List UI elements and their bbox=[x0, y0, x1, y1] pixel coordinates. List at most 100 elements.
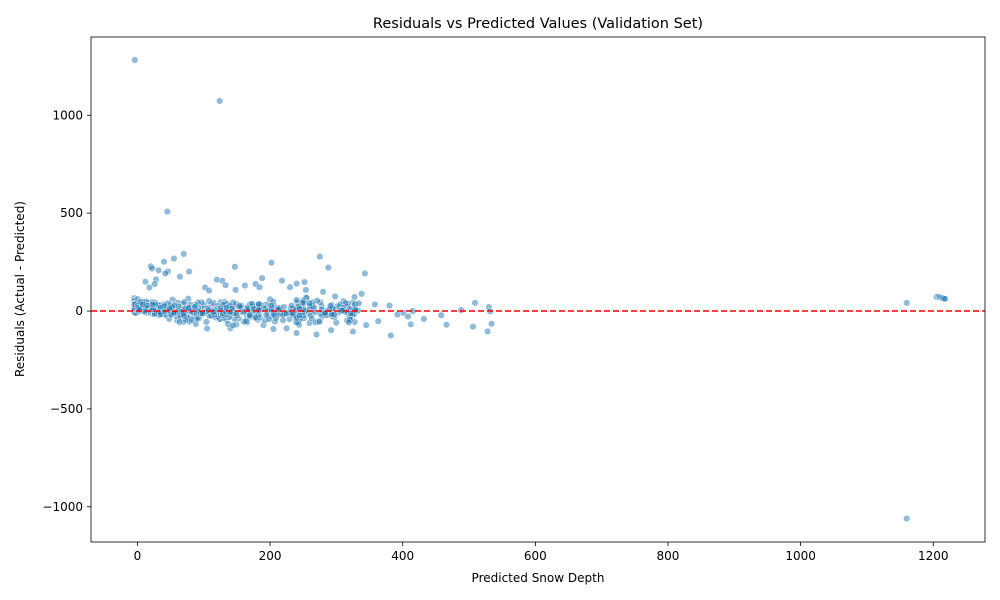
scatter-point bbox=[316, 253, 324, 261]
y-axis-ticks: −1000 −500 0 500 1000 bbox=[42, 108, 91, 514]
scatter-point bbox=[361, 269, 369, 277]
scatter-point bbox=[198, 309, 207, 318]
scatter-point bbox=[255, 283, 264, 291]
scatter-point bbox=[331, 292, 339, 300]
scatter-point bbox=[155, 266, 163, 274]
scatter-point bbox=[471, 299, 479, 307]
scatter-point bbox=[210, 308, 218, 316]
scatter-point bbox=[240, 308, 248, 316]
scatter-point bbox=[301, 278, 309, 286]
scatter-point bbox=[420, 315, 428, 323]
chart-title: Residuals vs Predicted Values (Validatio… bbox=[373, 16, 703, 32]
scatter-point bbox=[286, 283, 294, 291]
scatter-point bbox=[313, 297, 321, 305]
scatter-point bbox=[160, 258, 168, 266]
scatter-point bbox=[279, 316, 287, 324]
scatter-point bbox=[222, 281, 230, 289]
x-tick-label: 200 bbox=[259, 549, 282, 563]
x-axis-ticks: 0 200 400 600 800 1000 1200 bbox=[134, 542, 949, 563]
scatter-point bbox=[327, 326, 335, 334]
scatter-point bbox=[941, 295, 949, 303]
scatter-point bbox=[280, 303, 288, 311]
scatter-point bbox=[269, 325, 277, 333]
scatter-point bbox=[442, 321, 451, 329]
scatter-point bbox=[216, 97, 224, 105]
y-tick-label: 500 bbox=[60, 206, 83, 220]
scatter-point bbox=[166, 304, 174, 312]
scatter-point bbox=[407, 320, 415, 328]
scatter-point bbox=[163, 208, 171, 216]
scatter-point bbox=[903, 299, 911, 307]
x-axis-label: Predicted Snow Depth bbox=[472, 571, 605, 585]
scatter-point bbox=[387, 331, 395, 340]
scatter-point bbox=[484, 327, 492, 335]
x-tick-label: 0 bbox=[134, 549, 142, 563]
scatter-point bbox=[385, 302, 393, 310]
scatter-point bbox=[324, 264, 332, 272]
scatter-point bbox=[319, 288, 327, 296]
scatter-point bbox=[350, 293, 359, 301]
scatter-point bbox=[131, 56, 139, 64]
scatter-point bbox=[191, 303, 199, 311]
scatter-point bbox=[229, 321, 237, 329]
scatter-point bbox=[349, 328, 357, 336]
scatter-point bbox=[469, 323, 477, 331]
scatter-point bbox=[231, 263, 239, 271]
scatter-point bbox=[345, 318, 353, 326]
scatter-point bbox=[156, 304, 164, 312]
scatter-point bbox=[457, 306, 465, 314]
scatter-point bbox=[161, 269, 169, 277]
scatter-point bbox=[298, 299, 306, 307]
scatter-point bbox=[393, 311, 401, 319]
scatter-point bbox=[306, 299, 314, 307]
scatter-point bbox=[293, 280, 301, 288]
y-tick-label: −500 bbox=[50, 402, 83, 416]
scatter-point bbox=[283, 324, 291, 332]
scatter-point bbox=[437, 311, 445, 319]
scatter-point bbox=[488, 320, 496, 328]
scatter-point bbox=[180, 298, 188, 306]
scatter-point bbox=[371, 300, 379, 308]
scatter-point bbox=[185, 267, 193, 276]
y-tick-label: −1000 bbox=[42, 500, 83, 514]
scatter-point bbox=[374, 317, 382, 325]
scatter-point bbox=[278, 277, 286, 285]
scatter-point bbox=[362, 321, 370, 329]
scatter-point bbox=[258, 274, 266, 282]
x-tick-label: 600 bbox=[524, 549, 547, 563]
scatter-point bbox=[302, 286, 310, 294]
scatter-point bbox=[203, 325, 211, 333]
x-tick-label: 800 bbox=[657, 549, 680, 563]
scatter-point bbox=[151, 280, 159, 288]
scatter-point bbox=[358, 290, 366, 298]
scatter-point bbox=[242, 317, 250, 325]
scatter-point bbox=[170, 255, 178, 263]
scatter-points bbox=[130, 56, 949, 523]
scatter-point bbox=[355, 299, 363, 307]
scatter-point bbox=[176, 273, 184, 281]
scatter-point bbox=[205, 286, 213, 295]
scatter-point bbox=[267, 302, 275, 310]
y-tick-label: 0 bbox=[75, 304, 83, 318]
scatter-point bbox=[176, 318, 184, 326]
x-tick-label: 400 bbox=[391, 549, 414, 563]
scatter-point bbox=[326, 302, 334, 310]
scatter-point bbox=[180, 250, 188, 258]
scatter-point bbox=[315, 318, 324, 326]
y-tick-label: 1000 bbox=[52, 108, 83, 122]
scatter-point bbox=[241, 282, 249, 290]
y-axis-label: Residuals (Actual - Predicted) bbox=[13, 201, 27, 377]
scatter-point bbox=[287, 302, 296, 310]
scatter-point bbox=[236, 302, 244, 310]
scatter-point bbox=[312, 330, 321, 339]
x-tick-label: 1200 bbox=[918, 549, 949, 563]
scatter-point bbox=[251, 314, 259, 322]
scatter-point bbox=[262, 311, 270, 319]
scatter-point bbox=[351, 306, 359, 314]
scatter-point bbox=[293, 329, 301, 337]
x-tick-label: 1000 bbox=[785, 549, 816, 563]
scatter-point bbox=[202, 318, 210, 326]
scatter-point bbox=[292, 296, 301, 304]
scatter-point bbox=[179, 310, 188, 319]
